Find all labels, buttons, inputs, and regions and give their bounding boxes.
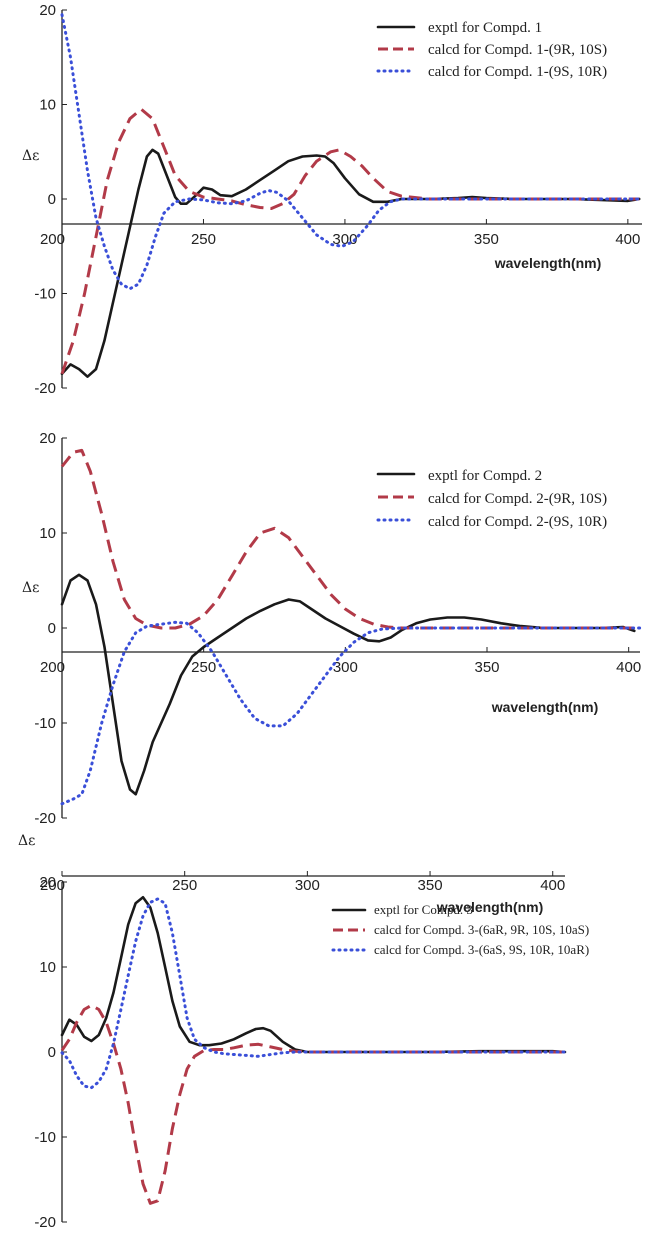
y-tick-label: 20	[39, 874, 56, 891]
y-tick-label: -10	[34, 1129, 56, 1146]
series-line-solid	[60, 148, 641, 378]
legend-label: exptl for Compd. 2	[428, 468, 542, 484]
legend-label: calcd for Compd. 3-(6aR, 9R, 10S, 10aS)	[374, 922, 589, 937]
panel-compound-3: 20 10 0 -10 -20 200 250 300 350 400 Δε wavelength(n…	[18, 833, 589, 1231]
series-line-dashed	[60, 448, 640, 630]
y-tick-label: 0	[48, 191, 56, 208]
legend-label: calcd for Compd. 1-(9R, 10S)	[428, 42, 607, 58]
y-tick-label: -10	[34, 286, 56, 303]
y-tick-label: -20	[34, 1214, 56, 1231]
y-axis-label: Δε	[18, 833, 35, 849]
x-tick-label: 200	[40, 877, 65, 894]
x-tick-label: 400	[615, 231, 640, 248]
x-tick-label: 250	[191, 231, 216, 248]
y-axis-label: Δε	[22, 580, 39, 596]
x-tick-label: 350	[418, 877, 443, 894]
y-tick-label: 20	[39, 2, 56, 19]
x-tick-label: 400	[540, 877, 565, 894]
y-tick-label: 0	[48, 1044, 56, 1061]
x-tick-label: 250	[172, 877, 197, 894]
x-tick-label: 300	[333, 659, 358, 676]
legend-label: calcd for Compd. 1-(9S, 10R)	[428, 64, 607, 80]
x-tick-label: 350	[474, 659, 499, 676]
x-tick-label: 200	[40, 231, 65, 248]
x-tick-label: 350	[474, 231, 499, 248]
panel-compound-2: 20 10 0 -10 -20 200 250 300 350 400 Δε wavelength(n…	[22, 430, 642, 827]
y-tick-label: 0	[48, 620, 56, 637]
series-line-solid	[60, 573, 636, 796]
x-axis-label: wavelength(nm)	[436, 899, 544, 915]
series-line-solid	[60, 896, 567, 1054]
legend-label: exptl for Compd. 3	[374, 902, 473, 917]
x-tick-label: 200	[40, 659, 65, 676]
legend-label: calcd for Compd. 3-(6aS, 9S, 10R, 10aR)	[374, 942, 589, 957]
legend-label: calcd for Compd. 2-(9R, 10S)	[428, 491, 607, 507]
series-line-dashed	[60, 107, 640, 375]
x-axis-label: wavelength(nm)	[494, 255, 602, 271]
y-tick-label: 10	[39, 97, 56, 114]
x-tick-label: 300	[295, 877, 320, 894]
y-tick-label: -20	[34, 810, 56, 827]
legend-label: calcd for Compd. 2-(9S, 10R)	[428, 514, 607, 530]
y-tick-label: 10	[39, 959, 56, 976]
y-tick-label: 10	[39, 525, 56, 542]
series-line-dotted	[60, 897, 567, 1090]
x-tick-label: 250	[191, 659, 216, 676]
y-axis-label: Δε	[22, 148, 39, 164]
series-line-dotted	[60, 13, 641, 291]
y-tick-label: -10	[34, 715, 56, 732]
series-line-dashed	[60, 1003, 565, 1205]
x-tick-label: 400	[616, 659, 641, 676]
y-tick-label: -20	[34, 380, 56, 397]
x-axis-label: wavelength(nm)	[491, 699, 599, 715]
y-tick-label: 20	[39, 430, 56, 447]
legend-label: exptl for Compd. 1	[428, 20, 542, 36]
